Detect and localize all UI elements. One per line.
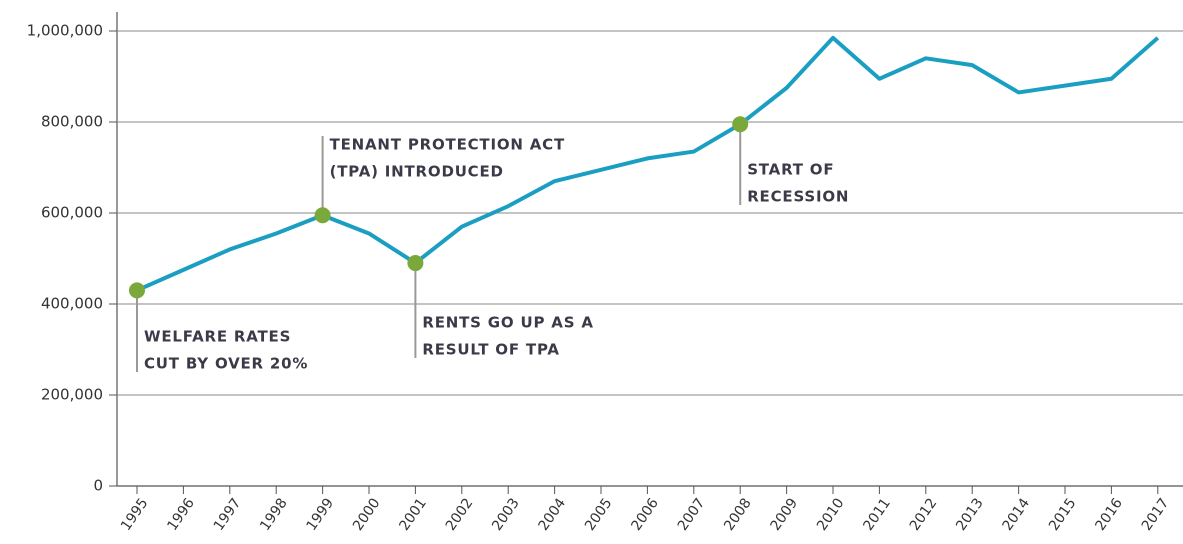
y-tick-label: 200,000 — [41, 386, 103, 404]
x-tick-label: 2011 — [860, 495, 894, 533]
x-tick-label: 1996 — [164, 495, 198, 533]
x-tick-label: 2003 — [489, 495, 523, 533]
annotation-marker — [732, 116, 749, 133]
x-tick-label: 2004 — [536, 495, 570, 533]
x-tick-label: 2000 — [350, 495, 384, 533]
x-tick-label: 2006 — [628, 495, 662, 533]
annotation-text: (TPA) INTRODUCED — [330, 163, 504, 181]
x-tick-label: 1998 — [257, 495, 291, 533]
x-tick-label: 2002 — [443, 495, 477, 533]
x-tick-label: 1995 — [118, 495, 152, 533]
x-tick-label: 2007 — [675, 495, 709, 533]
annotation-text: START OF — [747, 161, 834, 179]
annotation-marker — [407, 255, 424, 272]
y-tick-label: 600,000 — [41, 204, 103, 222]
x-tick-label: 1997 — [211, 495, 245, 533]
x-tick-label: 2012 — [907, 495, 941, 533]
y-tick-label: 1,000,000 — [27, 22, 103, 40]
line — [136, 35, 1160, 293]
x-tick-label: 2010 — [814, 495, 848, 533]
x-tick-label: 2017 — [1139, 495, 1173, 533]
annotation-text: WELFARE RATES — [144, 328, 291, 346]
x-tick-label: 2008 — [721, 495, 755, 533]
x-tick-label: 1999 — [304, 495, 338, 533]
y-tick-label: 400,000 — [41, 295, 103, 313]
x-tick-label: 2014 — [1000, 495, 1034, 533]
x-tick-label: 2001 — [396, 495, 430, 533]
y-tick-label: 800,000 — [41, 113, 103, 131]
x-tick-label: 2005 — [582, 495, 616, 533]
y-tick-label: 0 — [93, 477, 103, 495]
annotation-marker — [129, 282, 145, 299]
x-tick-label: 2013 — [953, 495, 987, 533]
x-tick-label: 2015 — [1046, 495, 1080, 533]
annotation-marker — [314, 207, 331, 224]
x-tick-label: 2009 — [768, 495, 802, 533]
annotation-text: RENTS GO UP AS A — [422, 314, 593, 332]
annotation-text: CUT BY OVER 20% — [144, 355, 308, 373]
x-tick-label: 2016 — [1092, 495, 1126, 533]
annotation-text: RESULT OF TPA — [422, 341, 559, 359]
annotation-text: TENANT PROTECTION ACT — [330, 136, 565, 154]
annotation-text: RECESSION — [747, 188, 849, 206]
